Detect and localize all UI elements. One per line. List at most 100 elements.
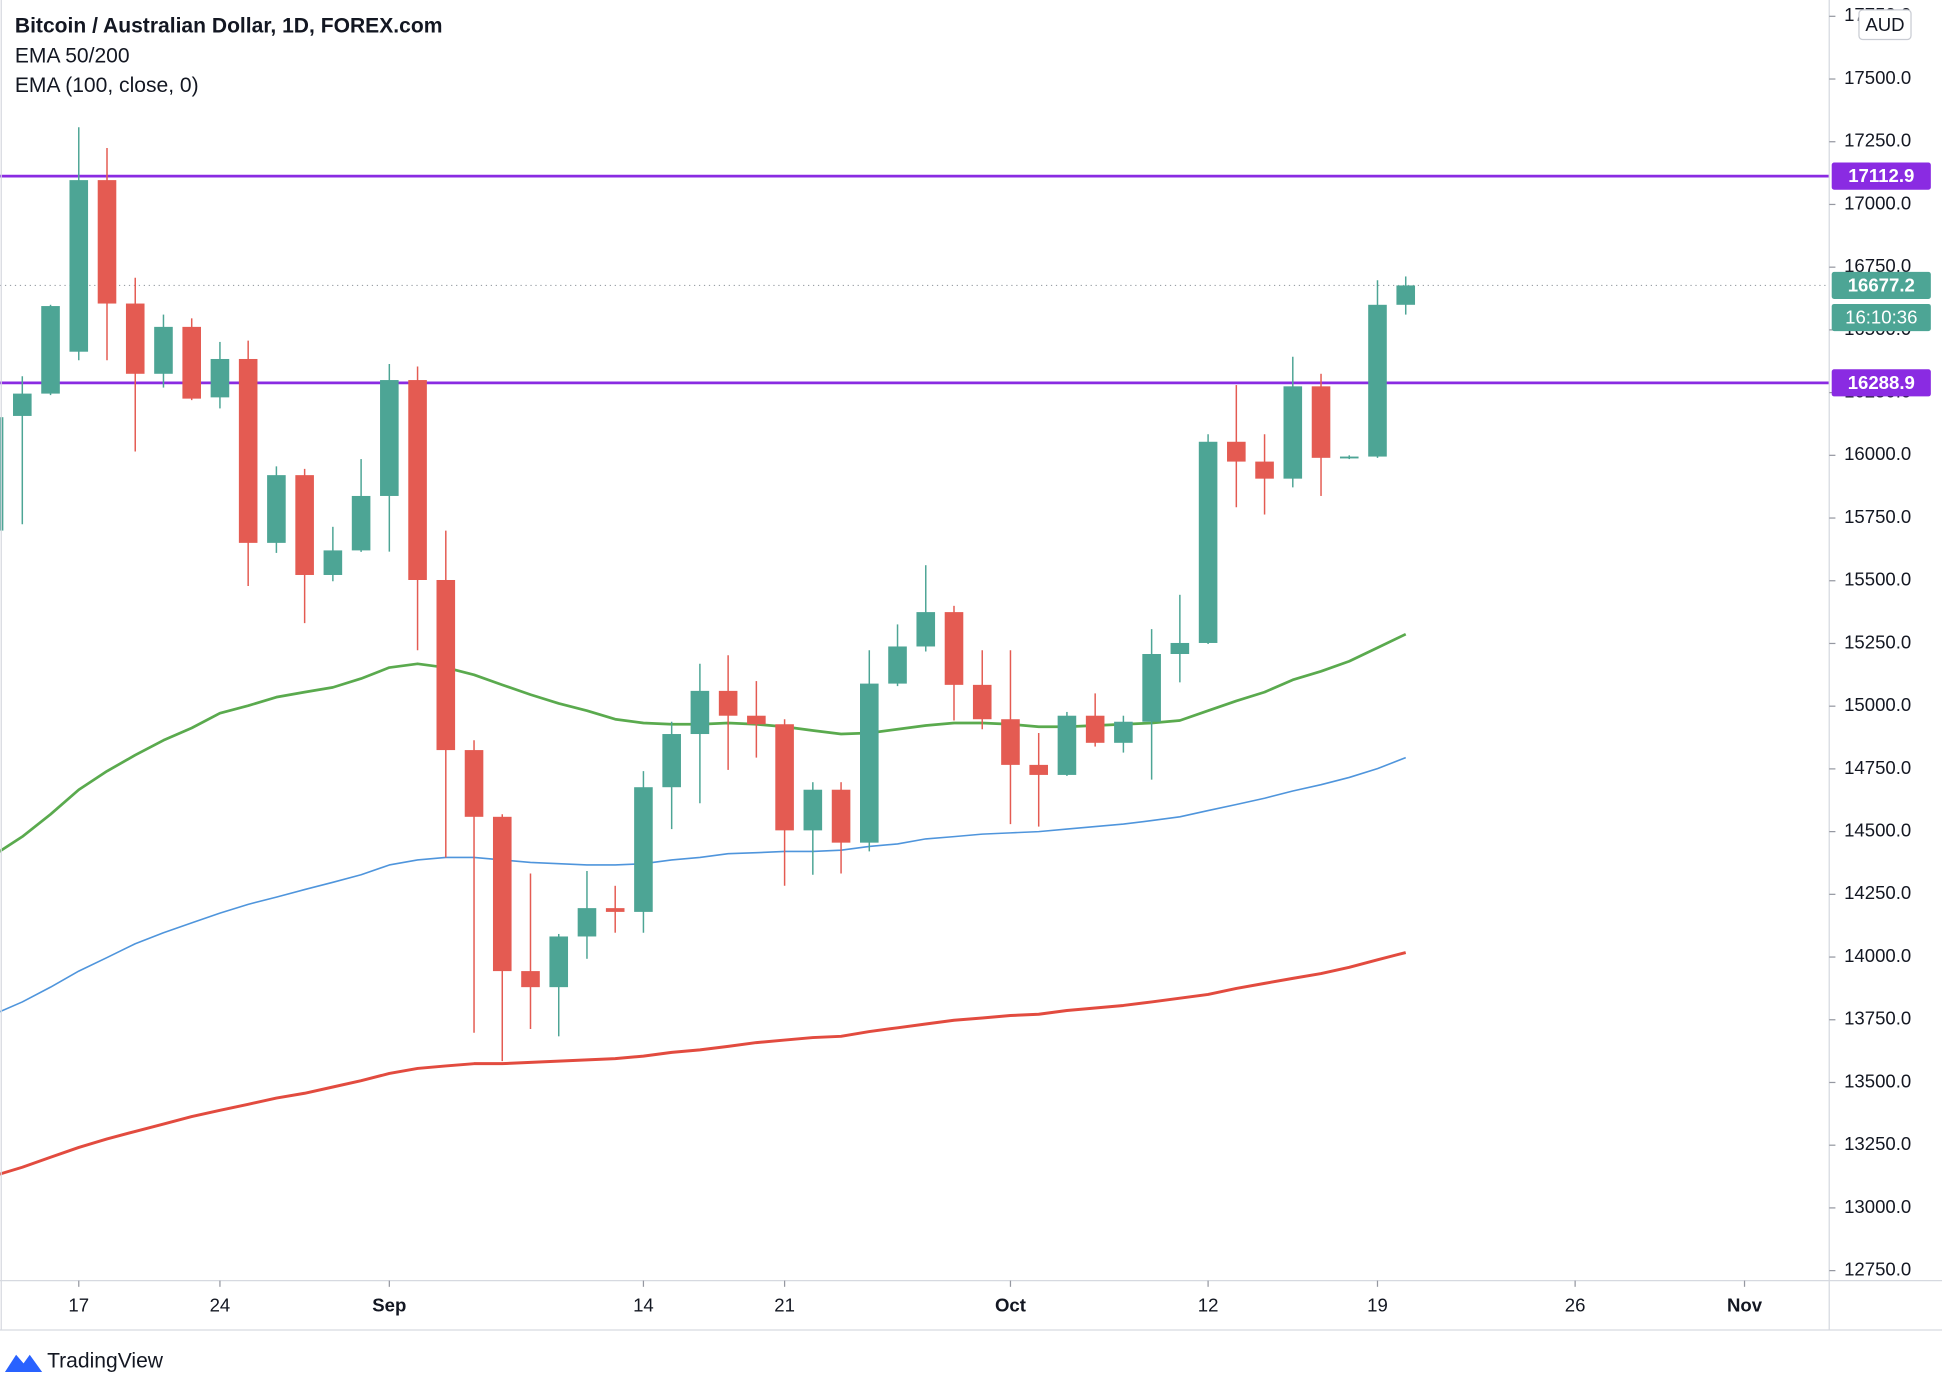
- chart-title: Bitcoin / Australian Dollar, 1D, FOREX.c…: [15, 15, 443, 38]
- countdown-text: 16:10:36: [1845, 307, 1917, 328]
- plot-area: [0, 127, 1830, 1176]
- candle-body: [1198, 441, 1218, 643]
- candle-body: [238, 358, 258, 543]
- candle-body: [718, 690, 738, 716]
- candle-body: [803, 789, 823, 831]
- logo-text: TradingView: [47, 1350, 164, 1373]
- candle-body: [41, 306, 60, 394]
- x-tick-label: Nov: [1727, 1294, 1763, 1315]
- candle-body: [662, 734, 681, 788]
- y-tick-label: 14000.0: [1844, 945, 1911, 966]
- candle-body: [125, 303, 145, 374]
- countdown-box: [1831, 303, 1931, 332]
- candle-body: [97, 180, 117, 304]
- candle-body: [521, 971, 540, 988]
- candle-body: [323, 550, 343, 575]
- candle-body: [1311, 386, 1331, 458]
- legend-entry: EMA (100, close, 0): [15, 74, 199, 97]
- candle-body: [1114, 721, 1133, 743]
- candle-body: [690, 690, 710, 735]
- y-tick-label: 14250.0: [1844, 882, 1911, 903]
- y-tick-label: 14500.0: [1844, 820, 1911, 841]
- candle-body: [775, 724, 794, 831]
- candle-body: [380, 380, 399, 496]
- y-tick-label: 17500.0: [1844, 67, 1911, 88]
- y-tick-label: 13750.0: [1844, 1008, 1911, 1029]
- ema-line: [0, 951, 1407, 1176]
- y-tick-label: 15750.0: [1844, 506, 1911, 527]
- level-tag-box: [1831, 162, 1931, 190]
- candle-body: [1170, 642, 1190, 655]
- candle-body: [69, 180, 89, 352]
- y-tick-label: 14750.0: [1844, 757, 1911, 778]
- legend-entry: EMA 50/200: [15, 44, 130, 67]
- candle-body: [860, 683, 879, 843]
- candle-body: [436, 579, 456, 751]
- y-tick-label: 17250.0: [1844, 130, 1911, 151]
- candle-body: [888, 646, 907, 684]
- candle-body: [916, 612, 936, 647]
- x-tick-label: 26: [1565, 1294, 1586, 1315]
- y-tick-label: 15000.0: [1844, 694, 1911, 715]
- x-tick-label: 17: [68, 1294, 89, 1315]
- x-tick-label: Oct: [995, 1294, 1026, 1315]
- last-price-tag-text: 16677.2: [1848, 275, 1915, 296]
- candle-body: [1227, 441, 1246, 462]
- candle-body: [549, 936, 569, 988]
- level-tag-text: 16288.9: [1848, 372, 1915, 393]
- level-tag-box: [1831, 369, 1931, 397]
- candle-body: [944, 612, 964, 685]
- candle-body: [1368, 304, 1387, 457]
- ema-line: [0, 756, 1407, 1013]
- y-tick-label: 17000.0: [1844, 192, 1911, 213]
- x-tick-label: 12: [1198, 1294, 1219, 1315]
- candle-body: [747, 715, 766, 725]
- currency-label: AUD: [1865, 14, 1904, 35]
- x-tick-label: 24: [210, 1294, 231, 1315]
- candle-body: [1283, 386, 1303, 479]
- candle-body: [1142, 654, 1161, 722]
- x-tick-label: Sep: [372, 1294, 406, 1315]
- candle-body: [182, 326, 201, 399]
- candle-body: [492, 816, 512, 972]
- candle-body: [577, 908, 597, 937]
- level-tag-text: 17112.9: [1848, 165, 1914, 186]
- candle-body: [1085, 715, 1105, 743]
- y-tick-label: 13000.0: [1844, 1196, 1911, 1217]
- x-tick-label: 14: [633, 1294, 654, 1315]
- candle-body: [295, 475, 314, 575]
- candle-body: [154, 326, 173, 374]
- candle-body: [210, 358, 230, 398]
- last-price-tag-box: [1831, 271, 1931, 300]
- candle-body: [1396, 285, 1416, 305]
- tradingview-logo: TradingView: [4, 1350, 164, 1373]
- candle-body: [464, 750, 484, 817]
- x-tick-label: 19: [1367, 1294, 1388, 1315]
- candle-body: [634, 787, 653, 912]
- candle-body: [972, 684, 992, 720]
- candle-body: [351, 495, 371, 551]
- price-tags: 17112.9 16288.9 16677.2 16:10:36: [1831, 162, 1931, 397]
- logo-icon: [4, 1354, 43, 1372]
- candle-body: [1029, 764, 1048, 775]
- candle-body: [13, 393, 32, 416]
- candle-body: [408, 380, 427, 580]
- y-tick-label: 16000.0: [1844, 443, 1911, 464]
- y-tick-label: 15500.0: [1844, 569, 1911, 590]
- y-tick-label: 15250.0: [1844, 631, 1911, 652]
- y-tick-label: 13500.0: [1844, 1070, 1911, 1091]
- candle-body: [1057, 715, 1077, 775]
- candle-body: [267, 475, 286, 543]
- candle-body: [831, 789, 851, 843]
- y-tick-label: 13250.0: [1844, 1133, 1911, 1154]
- candle-body: [1255, 461, 1274, 479]
- y-tick-label: 12750.0: [1844, 1259, 1911, 1280]
- candle-body: [1001, 719, 1020, 765]
- x-tick-label: 21: [774, 1294, 795, 1315]
- currency-box: [1858, 9, 1912, 41]
- candle-body: [605, 908, 625, 912]
- candle-body: [1339, 456, 1359, 459]
